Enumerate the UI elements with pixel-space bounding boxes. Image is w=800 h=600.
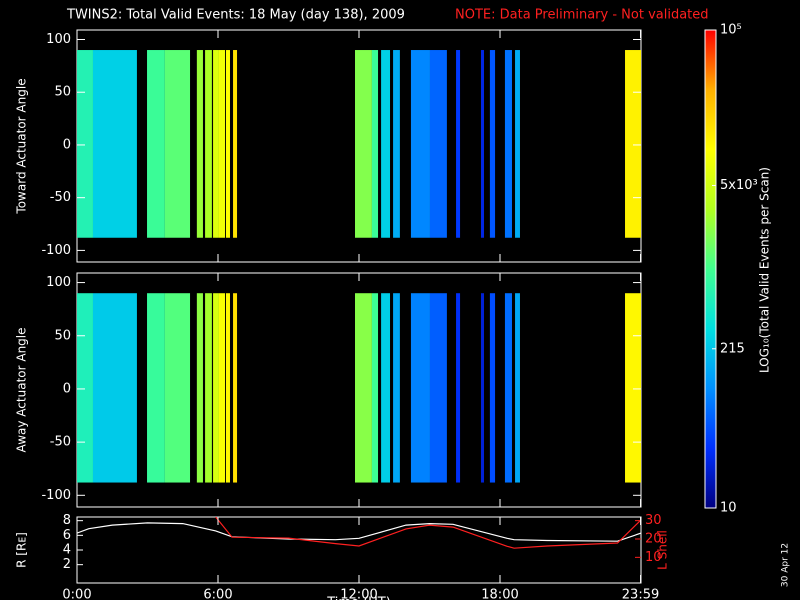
- y-tick-label: -100: [41, 243, 71, 258]
- spectrogram-band: [504, 50, 512, 238]
- spectrogram-band: [147, 50, 165, 238]
- y-tick-label: -50: [50, 190, 71, 205]
- line-series: [215, 517, 641, 549]
- spectrogram-band: [381, 293, 391, 483]
- line-series: [77, 522, 641, 542]
- y2-axis-label: L Shell: [656, 530, 670, 570]
- spectrogram-band: [92, 293, 137, 483]
- spectrogram-band: [429, 50, 447, 238]
- y-tick-label: 2: [63, 557, 71, 572]
- spectrogram-band: [147, 293, 165, 483]
- panel-frame: [76, 516, 642, 584]
- spectrogram-band: [371, 293, 379, 483]
- colorbar-tick-label: 5x10³: [720, 178, 758, 193]
- x-tick-label: 0:00: [62, 588, 91, 600]
- spectrogram-band: [456, 50, 461, 238]
- spectrogram-band: [393, 50, 400, 238]
- spectrogram-band: [233, 50, 238, 238]
- spectrogram-band: [225, 50, 230, 238]
- spectrogram-band: [92, 50, 137, 238]
- colorbar-label: LOG₁₀(Total Valid Events per Scan): [758, 167, 772, 373]
- colorbar-tick-label: 10: [720, 501, 737, 516]
- spectrogram-band: [218, 293, 226, 483]
- spectrogram-band: [355, 293, 372, 483]
- spectrogram-band: [77, 293, 93, 483]
- x-tick-label: 18:00: [481, 588, 518, 600]
- spectrogram-band: [480, 50, 485, 238]
- y-tick-label: 50: [54, 328, 71, 343]
- y-tick-label: -100: [41, 488, 71, 503]
- spectrogram-band: [218, 50, 226, 238]
- spectrogram-band: [489, 293, 496, 483]
- spectrogram-band: [205, 50, 212, 238]
- spectrogram-band: [164, 50, 191, 238]
- chart-title: TWINS2: Total Valid Events: 18 May (day …: [66, 8, 405, 23]
- colorbar-tick-label: 215: [720, 341, 745, 356]
- x-tick-label: 12:00: [340, 588, 377, 600]
- note: NOTE: Data Preliminary - Not validated: [455, 8, 709, 23]
- spectrogram-band: [77, 50, 93, 238]
- y-tick-label: -50: [50, 435, 71, 450]
- y-axis-label: R [Rᴇ]: [15, 532, 29, 568]
- colorbar: [704, 29, 717, 509]
- y-tick-label: 50: [54, 85, 71, 100]
- y-tick-label: 100: [46, 32, 71, 47]
- spectrogram-band: [213, 50, 219, 238]
- spectrogram-band: [205, 293, 212, 483]
- spectrogram-band: [625, 293, 641, 483]
- spectrogram-band: [355, 50, 372, 238]
- y-tick-label: 8: [63, 513, 71, 528]
- spectrogram-band: [515, 50, 520, 238]
- spectrogram-band: [225, 293, 230, 483]
- x-tick-label: 23:59: [622, 588, 659, 600]
- colorbar-tick-label: 10⁵: [720, 23, 742, 38]
- spectrogram-band: [196, 293, 203, 483]
- y-axis-label: Toward Actuator Angle: [15, 78, 29, 214]
- y-tick-label: 6: [63, 528, 71, 543]
- spectrogram-band: [196, 50, 203, 238]
- y2-tick-label: 20: [645, 532, 662, 547]
- spectrogram-band: [213, 293, 219, 483]
- y-tick-label: 0: [63, 137, 71, 152]
- spectrogram-band: [429, 293, 447, 483]
- spectrogram-band: [625, 50, 641, 238]
- spectrogram-band: [410, 50, 430, 238]
- y-tick-label: 4: [63, 543, 71, 558]
- y-tick-label: 100: [46, 275, 71, 290]
- y2-tick-label: 10: [645, 550, 662, 565]
- spectrogram-band: [393, 293, 400, 483]
- date-stamp: 30 Apr 12: [781, 543, 791, 587]
- y-tick-label: 0: [63, 381, 71, 396]
- spectrogram-band: [410, 293, 430, 483]
- spectrogram-band: [515, 293, 520, 483]
- spectrogram-band: [164, 293, 191, 483]
- spectrogram-band: [456, 293, 461, 483]
- y2-tick-label: 30: [645, 513, 662, 528]
- x-tick-label: 6:00: [203, 588, 232, 600]
- spectrogram-band: [489, 50, 496, 238]
- spectrogram-band: [233, 293, 238, 483]
- y-axis-label: Away Actuator Angle: [15, 327, 29, 452]
- spectrogram-band: [371, 50, 379, 238]
- spectrogram-band: [480, 293, 485, 483]
- spectrogram-band: [504, 293, 512, 483]
- spectrogram-band: [381, 50, 391, 238]
- x-axis-label: Time (UT): [326, 596, 391, 600]
